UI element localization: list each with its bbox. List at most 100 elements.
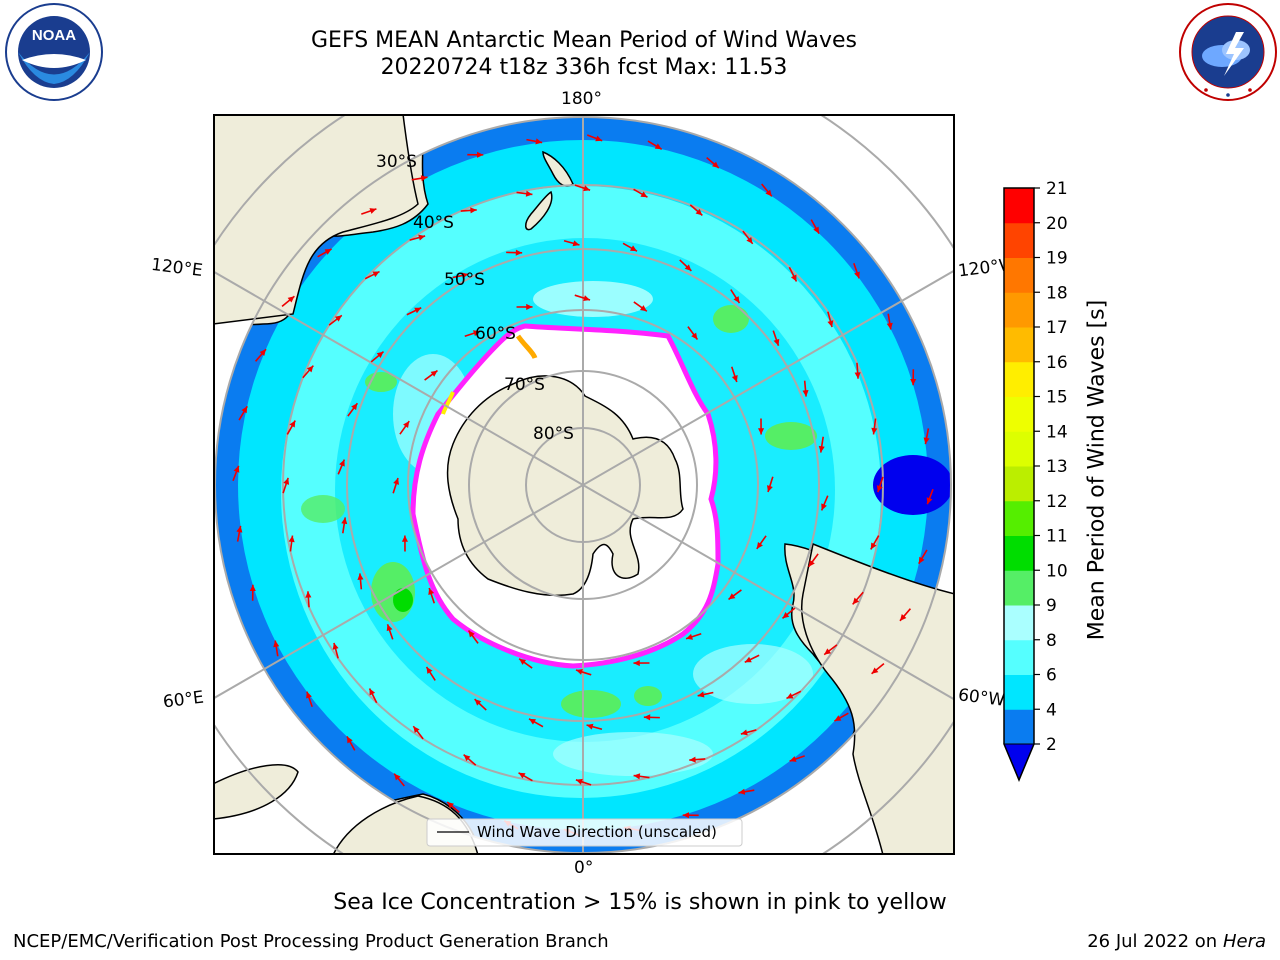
wave-arrow-head (583, 185, 591, 192)
lat-label-70s: 70°S (504, 375, 545, 395)
wave-arrow-head (287, 296, 295, 303)
colorbar-bin (1004, 431, 1034, 467)
wave-arrow-head (695, 208, 703, 216)
wave-arrow-head (926, 497, 933, 505)
lon-label-180: 180° (561, 89, 602, 109)
colorbar-bin (1004, 535, 1034, 571)
wave-arrow-head (640, 191, 648, 198)
wave-arrow-head (418, 234, 426, 241)
colorbar-tick-label: 13 (1046, 457, 1068, 477)
colorbar-tick-label: 18 (1046, 283, 1068, 303)
wave-arrow-head (526, 303, 533, 310)
wave-arrow-head (447, 801, 454, 809)
legend-label: Wind Wave Direction (unscaled) (477, 823, 717, 841)
wave-arrow-head (369, 688, 376, 696)
colorbar-bin (1004, 709, 1034, 745)
antarctica-land (446, 375, 684, 597)
wave-arrow-head (744, 656, 752, 663)
wave-arrow-head (712, 161, 719, 169)
wave-arrow-head (827, 320, 834, 328)
wave-arrow-head (334, 315, 342, 322)
wave-arrow-head (413, 726, 420, 734)
map-frame (213, 114, 955, 855)
wave-arrow-head (259, 349, 267, 356)
wave-arrow-head (386, 624, 393, 632)
wave-arrow-head (341, 517, 348, 525)
wave-arrow-head (786, 692, 794, 699)
colorbar-tick-label: 11 (1046, 527, 1068, 547)
wave-arrow-head (463, 754, 471, 762)
colorbar-tick-label: 17 (1046, 318, 1068, 338)
wave-arrow-head (756, 541, 763, 549)
wave-arrow-head (351, 403, 358, 411)
wave-arrow-head (369, 208, 377, 214)
wave-arrow-head (420, 175, 428, 182)
wave-arrow-head (684, 264, 692, 271)
colorbar-bin (1004, 188, 1034, 224)
wave-arrow-head (789, 756, 797, 762)
wave-arrow-head (518, 772, 526, 779)
colorbar-bin (1004, 292, 1034, 328)
wave-arrow-head (241, 406, 248, 414)
colorbar-outline (1003, 187, 1035, 782)
wave-arrow-head (923, 437, 930, 445)
wave-arrow-head (765, 189, 772, 197)
wave-arrow-head (575, 778, 583, 785)
wave-arrow-head (728, 593, 736, 600)
wave-arrow-head (249, 584, 256, 592)
lon-label-0: 0° (574, 858, 594, 878)
colorbar-bin (1004, 639, 1034, 675)
wave-arrow-head (324, 248, 332, 255)
wave-arrow-head (899, 614, 907, 621)
wave-arrow-head (766, 485, 773, 493)
colorbar-bin (1004, 500, 1034, 536)
wave-arrow-head (339, 459, 345, 467)
wave-arrow-head (519, 658, 527, 665)
wave-arrow-head (476, 151, 484, 158)
chart-title: GEFS MEAN Antarctic Mean Period of Wind … (311, 28, 857, 53)
colorbar-bin (1004, 466, 1034, 502)
polar-map: Wind Wave Direction (unscaled) (213, 114, 955, 855)
wave-arrow-head (790, 274, 797, 282)
wave-arrow-head (474, 699, 482, 706)
wave-arrow-head (697, 691, 705, 698)
wave-arrow-head (802, 390, 809, 397)
wave-arrow-head (821, 503, 827, 511)
noaa-logo-text: NOAA (32, 27, 76, 44)
wave-arrow-head (871, 427, 878, 435)
colorbar-bin (1004, 222, 1034, 258)
colorbar-tick-label: 21 (1046, 180, 1068, 199)
lat-label-30s: 30°S (376, 152, 417, 172)
wave-arrow-head (639, 305, 647, 312)
wave-arrow-head (306, 691, 312, 699)
wave-arrow-head (357, 573, 364, 580)
colorbar-tick-label: 8 (1046, 631, 1057, 651)
wave-arrow-head (738, 788, 746, 795)
colorbar-bin (1004, 570, 1034, 606)
wave-arrow-head (595, 135, 603, 142)
low-period-patch (873, 455, 951, 515)
map-legend: Wind Wave Direction (unscaled) (426, 818, 743, 847)
wave-arrow-head (583, 295, 591, 302)
colorbar-tick-label: 2 (1046, 735, 1057, 755)
wave-arrow-head (468, 630, 475, 638)
colorbar-tick-label: 10 (1046, 561, 1068, 581)
wave-arrow-head (346, 736, 353, 744)
wave-arrow-head (746, 236, 753, 244)
wave-arrow-head (470, 207, 477, 214)
lon-label-60e: 60°E (161, 687, 205, 713)
colorbar-tick-label: 20 (1046, 214, 1068, 234)
wave-arrow-head (686, 633, 693, 640)
wave-arrow-head (332, 642, 339, 650)
lat-label-40s: 40°S (413, 213, 454, 233)
chart-subtitle: 20220724 t18z 336h fcst Max: 11.53 (380, 55, 788, 80)
new-zealand-land (542, 150, 574, 187)
wave-arrow-head (633, 660, 640, 667)
colorbar-tick-label: 9 (1046, 596, 1057, 616)
colorbar-label: Mean Period of Wind Waves [s] (1084, 299, 1110, 641)
wave-arrow-head (376, 351, 384, 358)
colorbar-bin (1004, 605, 1034, 641)
wave-arrow-head (515, 249, 523, 256)
wave-arrow-head (731, 375, 738, 382)
colorbar-bin (1004, 361, 1034, 397)
